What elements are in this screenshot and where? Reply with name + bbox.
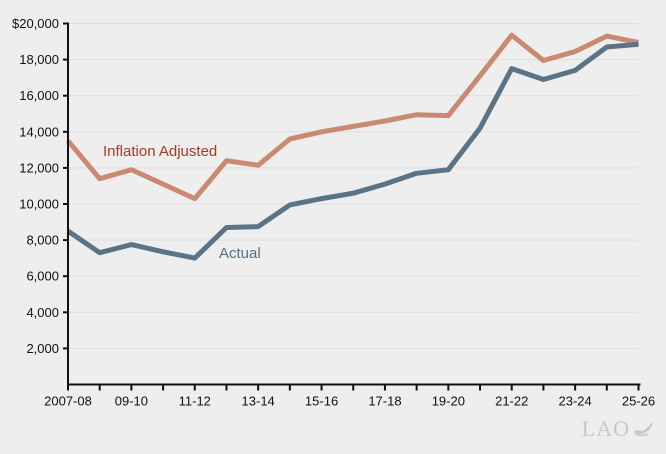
y-tick-label: 8,000	[26, 233, 59, 248]
x-tick-label: 09-10	[115, 394, 148, 409]
x-tick-label: 13-14	[242, 394, 275, 409]
x-tick-label: 25-26	[622, 394, 655, 409]
lao-logo-text: LAO	[581, 416, 630, 441]
x-tick-label: 23-24	[558, 394, 591, 409]
y-tick-label: $20,000	[12, 16, 59, 31]
series-line-actual	[66, 41, 639, 261]
x-tick-label: 11-12	[179, 394, 211, 409]
x-tick-label: 21-22	[495, 394, 528, 409]
y-tick-label: 16,000	[19, 88, 59, 103]
x-tick-label: 15-16	[305, 394, 338, 409]
x-tick-label: 2007-08	[44, 394, 92, 409]
y-tick-label: 6,000	[26, 269, 59, 284]
lao-logo: LAO	[582, 416, 656, 442]
y-tick-label: 2,000	[26, 341, 59, 356]
y-tick-label: 14,000	[19, 124, 59, 139]
y-tick-label: 4,000	[26, 305, 59, 320]
y-tick-label: 12,000	[19, 160, 59, 175]
series-label-actual: Actual	[219, 245, 261, 262]
y-tick-label: 10,000	[19, 197, 59, 212]
series-label-inflation-adjusted: Inflation Adjusted	[103, 143, 218, 160]
lao-logo-lamp-icon	[634, 421, 653, 437]
series-line-inflation-adjusted	[66, 32, 639, 202]
x-tick-label: 17-18	[368, 394, 401, 409]
x-tick-label: 19-20	[432, 394, 465, 409]
y-tick-label: 18,000	[19, 52, 59, 67]
